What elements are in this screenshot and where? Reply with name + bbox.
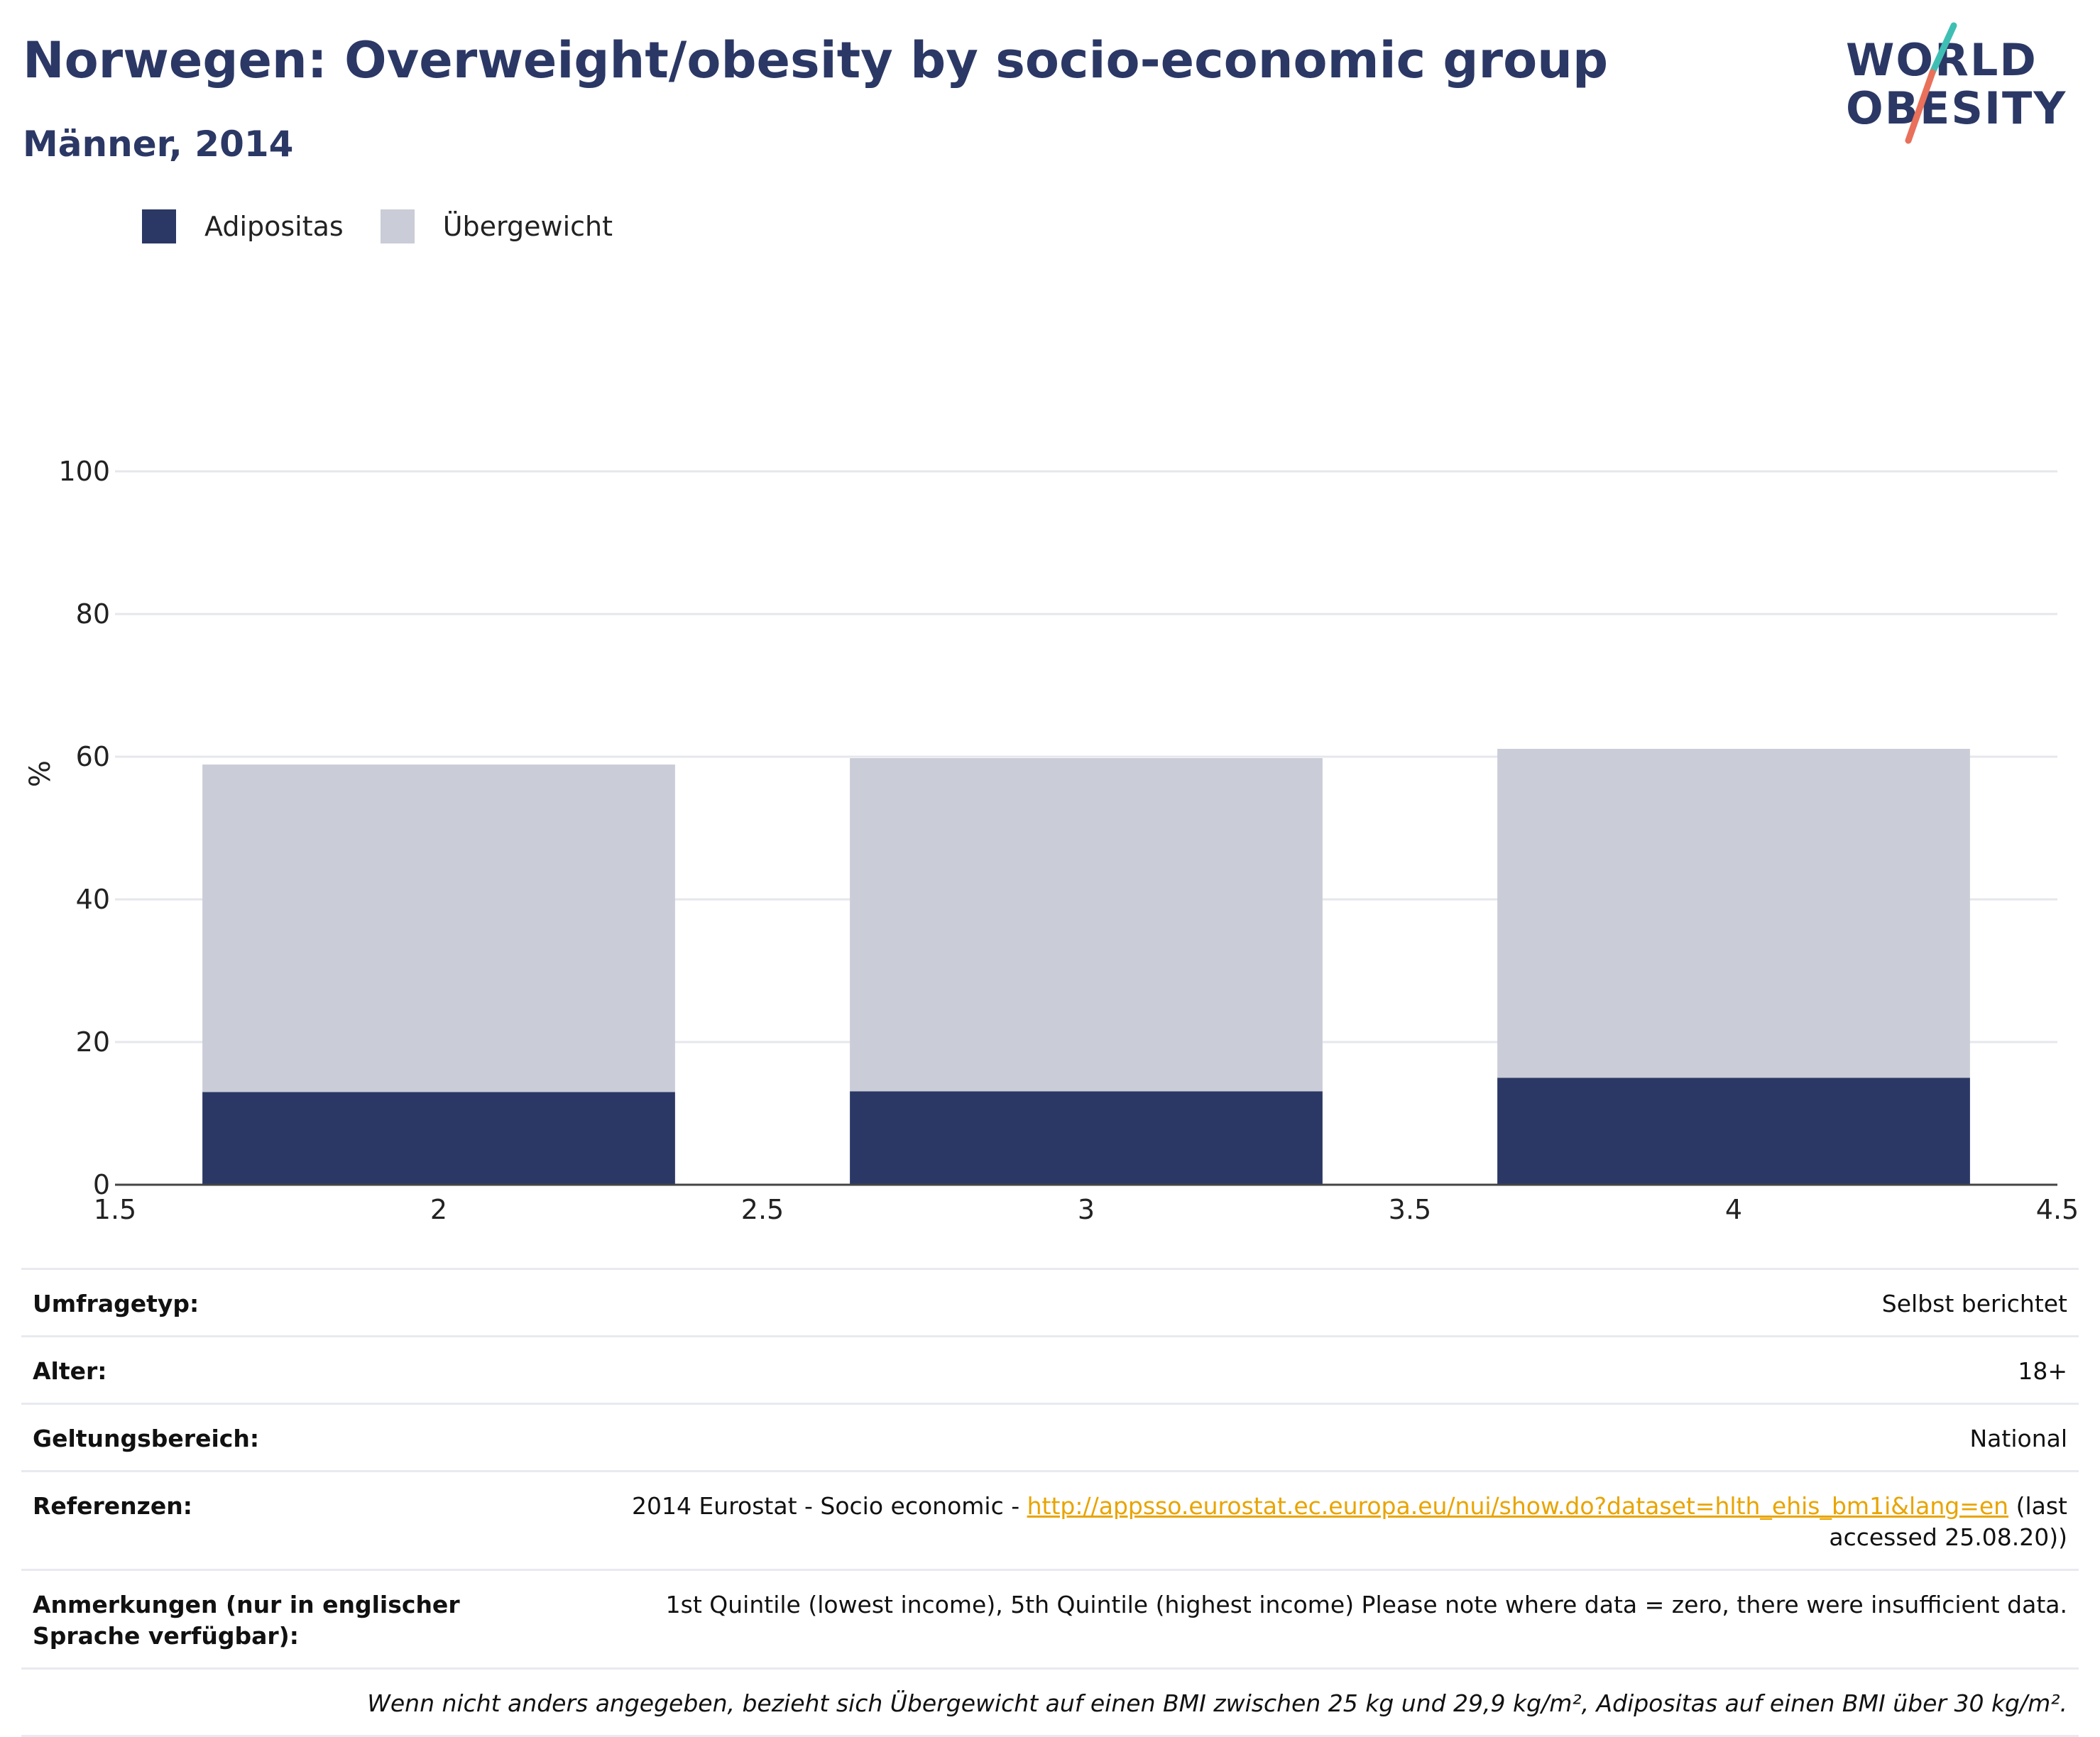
bar--bergewicht-4 — [1497, 748, 1970, 1078]
chart-legend: Adipositas Übergewicht — [142, 209, 650, 243]
legend-item-adipositas[interactable]: Adipositas — [142, 209, 344, 243]
info-key: Umfragetyp: — [33, 1290, 199, 1317]
axes: 0 20 40 60 80 100 1.5 2 2.5 3 3.5 4 4.5 — [58, 456, 2079, 1221]
x-tick-label: 3.5 — [1389, 1194, 1431, 1221]
legend-item-uebergewicht[interactable]: Übergewicht — [380, 209, 613, 243]
y-tick-label: 60 — [76, 741, 110, 772]
bmi-footnote: Wenn nicht anders angegeben, bezieht sic… — [21, 1667, 2079, 1737]
y-axis-title: % — [24, 760, 57, 787]
legend-label-uebergewicht: Übergewicht — [442, 211, 613, 242]
info-row-references: Referenzen: 2014 Eurostat - Socio econom… — [21, 1470, 2079, 1569]
info-value: National — [1969, 1425, 2067, 1452]
x-tick-label: 1.5 — [94, 1194, 136, 1221]
info-key: Referenzen: — [33, 1492, 192, 1520]
reference-link[interactable]: http://appsso.eurostat.ec.europa.eu/nui/… — [1027, 1492, 2009, 1520]
bar--bergewicht-2 — [202, 765, 675, 1092]
legend-swatch-uebergewicht — [380, 209, 415, 243]
bar-adipositas-2 — [202, 1092, 675, 1185]
bars — [202, 748, 1970, 1185]
info-row-age: Alter: 18+ — [21, 1335, 2079, 1403]
x-tick-label: 2 — [430, 1194, 447, 1221]
info-row-survey-type: Umfragetyp: Selbst berichtet — [21, 1268, 2079, 1335]
y-tick-label: 100 — [58, 456, 110, 487]
logo-slash-icon — [1905, 22, 1957, 144]
info-row-coverage: Geltungsbereich: National — [21, 1403, 2079, 1470]
reference-prefix: 2014 Eurostat - Socio economic - — [631, 1492, 1027, 1520]
x-tick-label: 4.5 — [2036, 1194, 2079, 1221]
page-subtitle: Männer, 2014 — [23, 124, 294, 165]
info-value: Selbst berichtet — [1881, 1290, 2067, 1317]
info-key: Alter: — [33, 1357, 107, 1385]
info-row-notes: Anmerkungen (nur in englischer Sprache v… — [21, 1569, 2079, 1667]
logo-text-obesity: OBESITY — [1846, 82, 2067, 134]
bar-chart: 0 20 40 60 80 100 1.5 2 2.5 3 3.5 4 4.5 % — [24, 456, 2079, 1221]
y-tick-label: 0 — [93, 1169, 110, 1200]
world-obesity-logo: WORLD OBESITY — [1846, 21, 2087, 149]
reference-suffix: (last accessed 25.08.20)) — [1829, 1492, 2067, 1551]
info-value: 1st Quintile (lowest income), 5th Quinti… — [665, 1591, 2067, 1618]
info-key: Geltungsbereich: — [33, 1425, 260, 1452]
page-title: Norwegen: Overweight/obesity by socio-ec… — [23, 31, 1609, 89]
x-tick-label: 2.5 — [741, 1194, 784, 1221]
y-tick-label: 40 — [76, 884, 110, 915]
info-table: Umfragetyp: Selbst berichtet Alter: 18+ … — [21, 1268, 2079, 1737]
y-tick-label: 80 — [76, 598, 110, 630]
y-tick-label: 20 — [76, 1026, 110, 1058]
x-tick-label: 4 — [1725, 1194, 1742, 1221]
references-value: 2014 Eurostat - Socio economic - http://… — [605, 1491, 2067, 1553]
legend-label-adipositas: Adipositas — [204, 211, 344, 242]
info-key: Anmerkungen (nur in englischer Sprache v… — [33, 1591, 460, 1650]
legend-swatch-adipositas — [142, 209, 176, 243]
bar--bergewicht-3 — [850, 758, 1323, 1092]
bar-adipositas-3 — [850, 1091, 1323, 1185]
info-value: 18+ — [2018, 1357, 2067, 1385]
bar-adipositas-4 — [1497, 1078, 1970, 1185]
x-tick-label: 3 — [1078, 1194, 1095, 1221]
